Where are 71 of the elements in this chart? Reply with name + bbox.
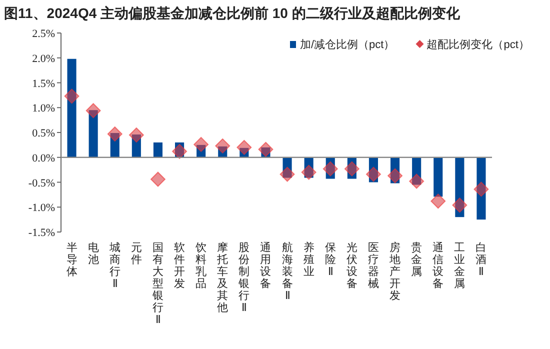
bar (88, 110, 98, 158)
point (388, 168, 403, 184)
y-tick-label: 0.5% (32, 128, 55, 140)
legend-label: 加/减仓比例（pct） (300, 38, 395, 51)
x-tick-label: 饮料乳品 (194, 242, 207, 290)
point (258, 142, 274, 157)
y-tick-label: 2.5% (32, 28, 55, 40)
bar (67, 58, 76, 158)
point (430, 194, 446, 209)
point (215, 138, 230, 154)
point (322, 161, 338, 176)
point (194, 136, 209, 152)
y-tick-label: 1.5% (32, 78, 55, 90)
bar (110, 132, 120, 158)
bar (326, 157, 335, 179)
point (366, 166, 381, 182)
x-tick-label: 通用设备 (260, 241, 272, 290)
point (128, 127, 144, 142)
x-tick-label: 元件 (130, 242, 142, 266)
legend-label: 超配比例变化（pct） (426, 38, 530, 51)
bar (412, 157, 422, 185)
point (107, 126, 122, 142)
y-tick-label: 1.0% (32, 102, 55, 115)
x-tick-label: 国有大型银行Ⅱ (151, 242, 164, 326)
point (474, 182, 489, 197)
x-tick-label: 房地产开发 (388, 241, 401, 302)
x-tick-label: 工业金属 (454, 242, 466, 290)
bar (132, 134, 141, 158)
x-tick-label: 电池 (88, 241, 99, 266)
bar (390, 157, 400, 184)
x-tick-label: 半导体 (66, 241, 78, 278)
point (150, 172, 166, 187)
y-tick-label: -1.5% (28, 227, 55, 239)
bar (434, 157, 443, 197)
x-tick-label: 摩托车及其他 (216, 241, 228, 314)
bar (153, 142, 162, 158)
bar (368, 157, 378, 182)
y-tick-label: -0.5% (28, 177, 55, 190)
x-tick-label: 通信设备 (432, 241, 444, 290)
point (409, 174, 424, 189)
x-tick-label: 城商行Ⅱ (108, 241, 120, 290)
x-tick-label: 软件开发 (174, 242, 186, 290)
point (172, 144, 188, 159)
y-tick-label: 2.0% (32, 52, 55, 65)
x-tick-label: 保险Ⅱ (324, 242, 336, 278)
x-tick-label: 光伏设备 (346, 241, 358, 290)
bar (304, 157, 314, 178)
bar (240, 148, 249, 158)
bar (476, 157, 486, 220)
point (64, 88, 80, 104)
x-tick-label: 养殖业 (303, 241, 314, 278)
x-tick-label: 航海装备Ⅱ (282, 241, 293, 302)
bar (347, 157, 356, 179)
point (280, 166, 295, 182)
bar (455, 157, 464, 218)
point (236, 140, 252, 155)
x-tick-label: 白酒Ⅱ (476, 242, 487, 278)
point (344, 161, 360, 176)
y-tick-label: 0.0% (32, 152, 55, 164)
chart-title: 图11、2024Q4 主动偏股基金加减仓比例前 10 的二级行业及超配比例变化 (4, 5, 461, 21)
point (301, 164, 316, 180)
point (452, 198, 468, 213)
bar (282, 157, 292, 178)
point (86, 103, 101, 118)
y-tick-label: -1.0% (28, 202, 55, 214)
x-tick-label: 贵金属 (411, 241, 422, 278)
bar (196, 144, 206, 158)
x-tick-label: 医疗器械 (368, 242, 379, 290)
bar (175, 142, 184, 158)
x-tick-label: 股份制银行Ⅱ (238, 242, 250, 314)
bar (218, 146, 228, 158)
